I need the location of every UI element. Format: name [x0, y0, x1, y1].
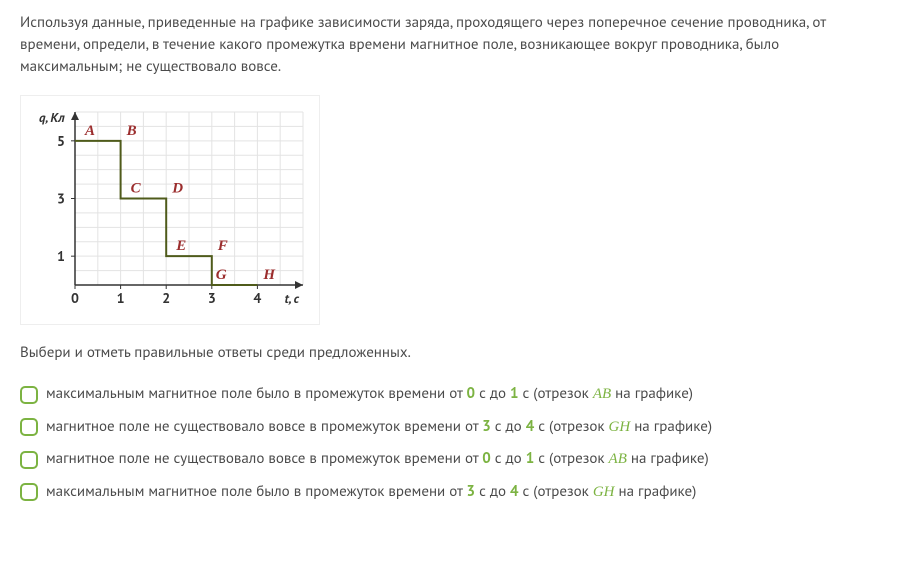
svg-text:D: D — [171, 181, 183, 197]
svg-text:0: 0 — [71, 289, 79, 307]
option-label: максимальным магнитное поле было в проме… — [46, 482, 696, 503]
option-segment: GH — [609, 419, 631, 435]
option-number: 3 — [482, 417, 491, 436]
checkbox[interactable] — [20, 418, 38, 436]
svg-text:2: 2 — [162, 289, 170, 307]
chart-container: 0 1 2 3 4 1 3 5 q, Кл t, с A B C D E FG H — [20, 95, 320, 325]
option-text: с (отрезок — [519, 384, 593, 403]
option-number: 3 — [467, 482, 476, 501]
option-number: 4 — [510, 482, 519, 501]
svg-text:E: E — [175, 238, 186, 254]
option-segment: GH — [593, 484, 615, 500]
option-label: максимальным магнитное поле было в проме… — [46, 384, 693, 405]
svg-text:3: 3 — [208, 289, 216, 307]
svg-text:1: 1 — [117, 289, 125, 307]
svg-text:F: F — [217, 238, 228, 254]
svg-text:H: H — [262, 267, 276, 283]
option-number: 1 — [510, 384, 519, 403]
option-number: 1 — [526, 449, 535, 468]
instruction-text: Выбери и отметь правильные ответы среди … — [20, 343, 881, 362]
option-text: на графике) — [615, 482, 697, 501]
option-text: на графике) — [627, 449, 709, 468]
option-text: с (отрезок — [534, 449, 608, 468]
checkbox[interactable] — [20, 386, 38, 404]
option-text: максимальным магнитное поле было в проме… — [46, 384, 467, 403]
answer-option: магнитное поле не существовало вовсе в п… — [20, 417, 881, 438]
question-text: Используя данные, приведенные на графике… — [20, 12, 881, 77]
checkbox[interactable] — [20, 451, 38, 469]
option-number: 4 — [526, 417, 535, 436]
option-text: на графике) — [611, 384, 693, 403]
answer-options: максимальным магнитное поле было в проме… — [20, 384, 881, 502]
charge-vs-time-chart: 0 1 2 3 4 1 3 5 q, Кл t, с A B C D E FG H — [25, 100, 315, 315]
answer-option: магнитное поле не существовало вовсе в п… — [20, 449, 881, 470]
svg-text:1: 1 — [57, 247, 65, 265]
svg-text:q, Кл: q, Кл — [39, 109, 65, 126]
svg-text:B: B — [126, 123, 137, 139]
svg-text:t, с: t, с — [285, 290, 300, 307]
answer-option: максимальным магнитное поле было в проме… — [20, 384, 881, 405]
option-label: магнитное поле не существовало вовсе в п… — [46, 417, 712, 438]
svg-text:G: G — [216, 267, 227, 283]
answer-option: максимальным магнитное поле было в проме… — [20, 482, 881, 503]
option-text: магнитное поле не существовало вовсе в п… — [46, 417, 482, 436]
svg-text:5: 5 — [57, 132, 65, 150]
svg-text:4: 4 — [253, 289, 261, 307]
option-text: магнитное поле не существовало вовсе в п… — [46, 449, 482, 468]
option-number: 0 — [482, 449, 491, 468]
option-text: максимальным магнитное поле было в проме… — [46, 482, 467, 501]
option-text: с до — [475, 482, 510, 501]
svg-text:3: 3 — [57, 190, 65, 208]
option-text: с до — [475, 384, 510, 403]
option-segment: AB — [593, 386, 611, 402]
option-text: с до — [491, 417, 526, 436]
option-segment: AB — [609, 451, 627, 467]
svg-text:A: A — [84, 123, 95, 139]
option-text: на графике) — [630, 417, 712, 436]
option-text: с (отрезок — [519, 482, 593, 501]
option-text: с (отрезок — [534, 417, 608, 436]
checkbox[interactable] — [20, 483, 38, 501]
option-number: 0 — [467, 384, 476, 403]
option-label: магнитное поле не существовало вовсе в п… — [46, 449, 709, 470]
option-text: с до — [491, 449, 526, 468]
svg-text:C: C — [131, 181, 142, 197]
